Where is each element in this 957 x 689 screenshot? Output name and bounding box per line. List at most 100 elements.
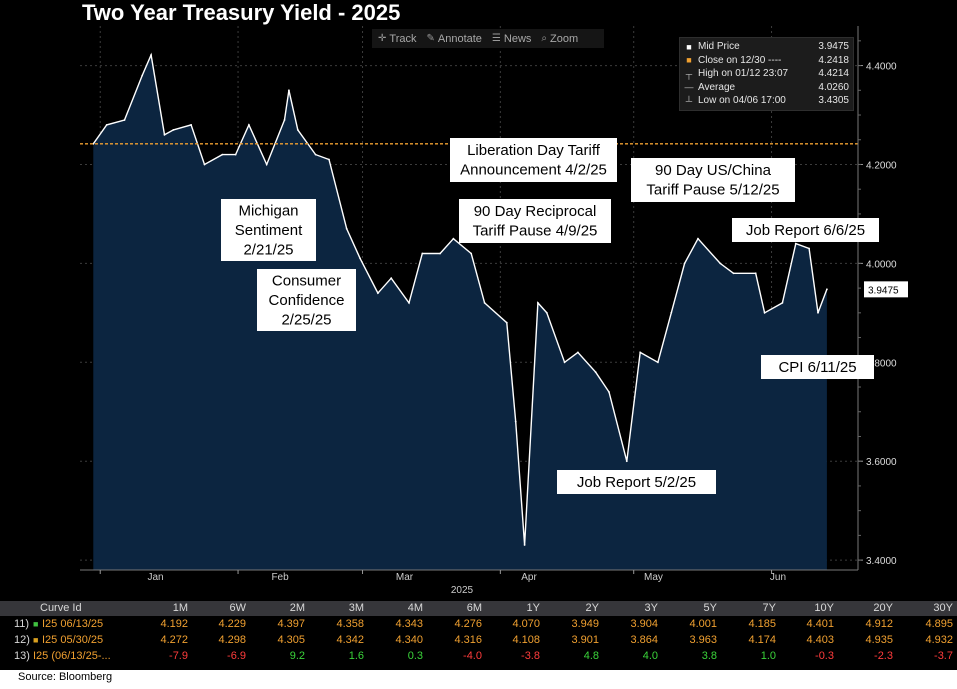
legend-value: 3.9475	[818, 41, 849, 53]
table-cell: 4.298	[218, 634, 246, 646]
annotation-bg	[221, 199, 316, 261]
price-point	[105, 124, 108, 126]
toolbar-annotate-button[interactable]: ✎ Annotate	[426, 33, 481, 45]
header-tenor: 5Y	[703, 602, 717, 614]
header-tenor: 20Y	[873, 602, 893, 614]
price-point	[754, 272, 757, 275]
toolbar-track-button[interactable]: ✛ Track	[378, 33, 416, 45]
legend-value: 3.4305	[818, 95, 849, 107]
price-point	[608, 391, 610, 393]
y-tick-label: 4.4000	[866, 62, 897, 73]
table-cell: 4.340	[395, 634, 423, 646]
y-axis-panel	[858, 26, 957, 570]
table-cell: 3.963	[689, 634, 717, 646]
price-point	[234, 153, 237, 156]
table-cell: -4.0	[463, 650, 482, 662]
low-marker-icon: ┴	[685, 95, 693, 106]
toolbar-zoom-button[interactable]: ⌕ Zoom	[541, 33, 578, 45]
y-tick-label: 3.6000	[866, 457, 897, 468]
table-cell: -3.7	[934, 650, 953, 662]
annotation-text: 90 Day US/China	[655, 162, 772, 179]
legend-label: Average	[698, 81, 736, 93]
table-cell: 4.185	[748, 618, 776, 630]
table-cell: 4.272	[160, 634, 188, 646]
table-cell: 4.316	[454, 634, 482, 646]
price-point	[163, 133, 166, 136]
price-point	[314, 153, 317, 156]
row-curve-id: I25 (06/13/25-...	[33, 650, 111, 662]
table-cell: 4.229	[218, 618, 246, 630]
annotation-bg	[459, 199, 611, 243]
legend-value: 4.4214	[818, 68, 849, 80]
table-cell: 4.895	[925, 618, 953, 630]
zoom-icon: ⌕	[541, 33, 548, 44]
price-point	[537, 302, 539, 304]
series-dot-icon: ■	[33, 619, 39, 629]
annotation-box: Job Report 5/2/25	[557, 470, 716, 494]
annotation-text: Confidence	[269, 292, 345, 309]
price-point	[794, 242, 797, 245]
toolbar-label: Track	[389, 32, 417, 45]
price-area	[93, 55, 827, 570]
price-point	[719, 262, 722, 265]
y-tick-label: 4.0000	[866, 259, 897, 270]
table-cell: 0.3	[407, 650, 423, 662]
table-row[interactable]: 13) I25 (06/13/25-... -7.9 -6.9 9.2 1.6 0.3 -4.…	[0, 649, 957, 664]
price-point	[265, 163, 268, 166]
annotation-text: Michigan	[238, 202, 298, 219]
annotation-bg	[557, 470, 716, 494]
table-cell: -0.3	[815, 650, 834, 662]
price-point	[545, 311, 548, 314]
table-cell: 3.949	[571, 618, 599, 630]
news-icon: ☰	[491, 33, 501, 44]
price-point	[221, 153, 224, 156]
table-row[interactable]: 11) ■ I25 06/13/25 4.192 4.229 4.397 4.358 4.34…	[0, 617, 957, 632]
table-cell: 4.070	[512, 618, 540, 630]
annotation-box: Michigan Sentiment 2/21/25	[221, 199, 316, 261]
price-point	[203, 163, 206, 166]
toolbar-label: News	[503, 32, 532, 45]
header-tenor: 6W	[229, 602, 247, 614]
price-point	[150, 54, 153, 56]
toolbar-news-button[interactable]: ☰ News	[492, 33, 531, 45]
last-value-label: 3.9475	[868, 285, 899, 296]
header-tenor: 4M	[407, 602, 423, 614]
header-curve-id: Curve Id	[40, 602, 82, 614]
table-cell: -6.9	[227, 650, 246, 662]
annotation-box: 90 Day US/China Tariff Pause 5/12/25	[631, 158, 795, 202]
table-cell: 4.403	[806, 634, 834, 646]
table-cell: 4.342	[336, 634, 364, 646]
legend-value: 4.2418	[818, 54, 849, 66]
chart-title: Two Year Treasury Yield - 2025	[82, 0, 400, 25]
table-row[interactable]: 12) ■ I25 05/30/25 4.272 4.298 4.305 4.342 4.34…	[0, 633, 957, 648]
legend-label: Low on 04/06 17:00	[698, 95, 786, 107]
price-point	[826, 288, 828, 291]
price-point	[408, 302, 410, 304]
price-point	[657, 361, 659, 364]
table-cell: 3.864	[630, 634, 658, 646]
table-cell: 4.8	[583, 650, 599, 662]
table-cell: 4.401	[806, 618, 834, 630]
annotation-box: CPI 6/11/25	[761, 355, 874, 379]
close-swatch: ■	[686, 55, 692, 66]
annotation-box: 90 Day Reciprocal Tariff Pause 4/9/25	[459, 199, 611, 243]
price-point	[514, 420, 517, 423]
chart-panel: Two Year Treasury Yield - 2025 4.4000 4.20…	[0, 0, 957, 598]
header-tenor: 6M	[466, 602, 482, 614]
price-point	[817, 311, 819, 314]
row-number: 12)	[14, 634, 30, 646]
price-point	[683, 262, 686, 265]
header-tenor: 2M	[289, 602, 305, 614]
price-point	[625, 460, 628, 463]
pencil-icon: ✎	[426, 33, 435, 44]
row-number: 13)	[14, 650, 30, 662]
legend-row: ■ Close on 12/30 ---- 4.2418	[684, 54, 849, 68]
price-point	[808, 247, 810, 250]
toolbar-label: Annotate	[437, 32, 482, 45]
toolbar-label: Zoom	[550, 32, 579, 45]
price-point	[345, 227, 348, 230]
price-point	[390, 277, 393, 280]
yield-chart[interactable]: Two Year Treasury Yield - 2025 4.4000 4.20…	[0, 0, 957, 598]
table-cell: 4.0	[642, 650, 658, 662]
annotation-box: Consumer Confidence 2/25/25	[257, 269, 356, 331]
